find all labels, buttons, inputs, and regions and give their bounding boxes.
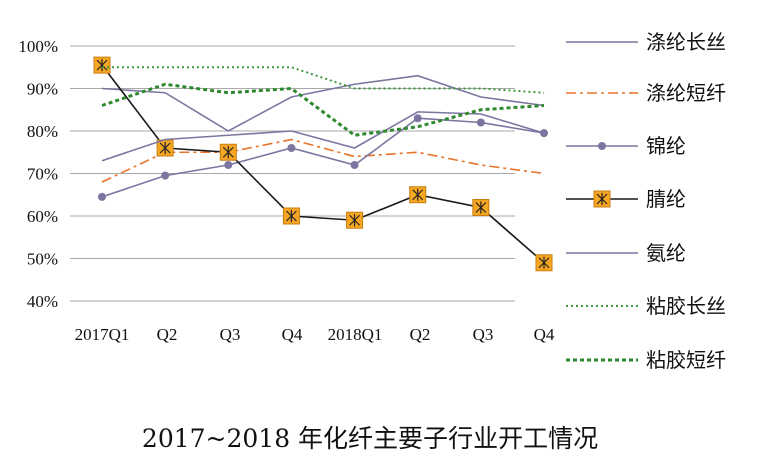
data-point <box>413 114 422 123</box>
series-lines <box>93 56 553 272</box>
series-line <box>101 138 545 183</box>
x-tick-label: 2018Q1 <box>328 325 383 344</box>
series-line <box>101 111 545 162</box>
chart-title: 2017~2018 年化纤主要子行业开工情况 <box>142 424 598 453</box>
x-tick-label: Q4 <box>534 325 555 344</box>
data-point <box>472 199 490 216</box>
x-tick-label: Q3 <box>220 325 241 344</box>
data-point <box>598 142 606 150</box>
y-tick-label: 100% <box>18 37 58 56</box>
data-point <box>161 171 170 180</box>
legend-item: 锦纶 <box>566 134 686 158</box>
series-line <box>102 66 545 94</box>
data-point <box>219 143 237 161</box>
legend-item: 涤纶短纤 <box>566 81 726 105</box>
data-point <box>476 118 485 127</box>
legend-label: 腈纶 <box>646 187 686 211</box>
legend-label: 锦纶 <box>646 134 686 158</box>
legend-item: 涤纶长丝 <box>566 30 726 54</box>
legend-item: 粘胶短纤 <box>566 348 726 372</box>
data-point <box>535 254 553 272</box>
x-tick-label: 2017Q1 <box>75 325 130 344</box>
x-tick-label: Q4 <box>282 325 303 344</box>
data-point <box>593 190 611 208</box>
y-tick-label: 40% <box>27 292 58 311</box>
legend-item: 氨纶 <box>566 241 686 265</box>
x-axis: 2017Q1 Q2 Q3 Q4 2018Q1 Q2 Q3 Q4 <box>75 325 555 344</box>
data-point <box>287 144 296 152</box>
legend-item: 腈纶 <box>566 187 686 211</box>
y-tick-label: 50% <box>27 250 58 269</box>
series-0 <box>101 74 545 132</box>
y-axis: 100% 90% 80% 70% 60% 50% 40% <box>18 37 58 311</box>
x-tick-label: Q3 <box>473 325 494 344</box>
y-tick-label: 90% <box>27 80 58 99</box>
legend-label: 涤纶长丝 <box>646 30 726 54</box>
series-line <box>101 82 545 137</box>
data-point <box>93 56 111 74</box>
data-point <box>350 161 359 169</box>
series-4 <box>101 111 545 162</box>
legend-label: 氨纶 <box>646 241 686 265</box>
legend-label: 涤纶短纤 <box>646 81 726 105</box>
y-tick-label: 70% <box>27 165 58 184</box>
legend-item: 粘胶长丝 <box>566 294 726 318</box>
data-point <box>346 211 364 229</box>
y-tick-label: 60% <box>27 207 58 226</box>
x-tick-label: Q2 <box>157 325 178 344</box>
grid-lines <box>70 45 515 302</box>
series-line <box>101 74 545 132</box>
series-line <box>101 64 545 264</box>
series-3 <box>93 56 553 272</box>
data-point <box>409 186 427 204</box>
series-1 <box>101 138 545 183</box>
data-point <box>156 139 174 157</box>
x-tick-label: Q2 <box>410 325 431 344</box>
series-line <box>101 117 545 198</box>
series-6 <box>101 82 545 137</box>
y-tick-label: 80% <box>27 122 58 141</box>
legend-label: 粘胶长丝 <box>646 294 726 318</box>
data-point <box>98 192 106 201</box>
series-5 <box>102 66 545 94</box>
legend-label: 粘胶短纤 <box>646 348 726 372</box>
series-2 <box>98 114 548 201</box>
data-point <box>282 207 300 225</box>
data-point <box>224 161 233 169</box>
